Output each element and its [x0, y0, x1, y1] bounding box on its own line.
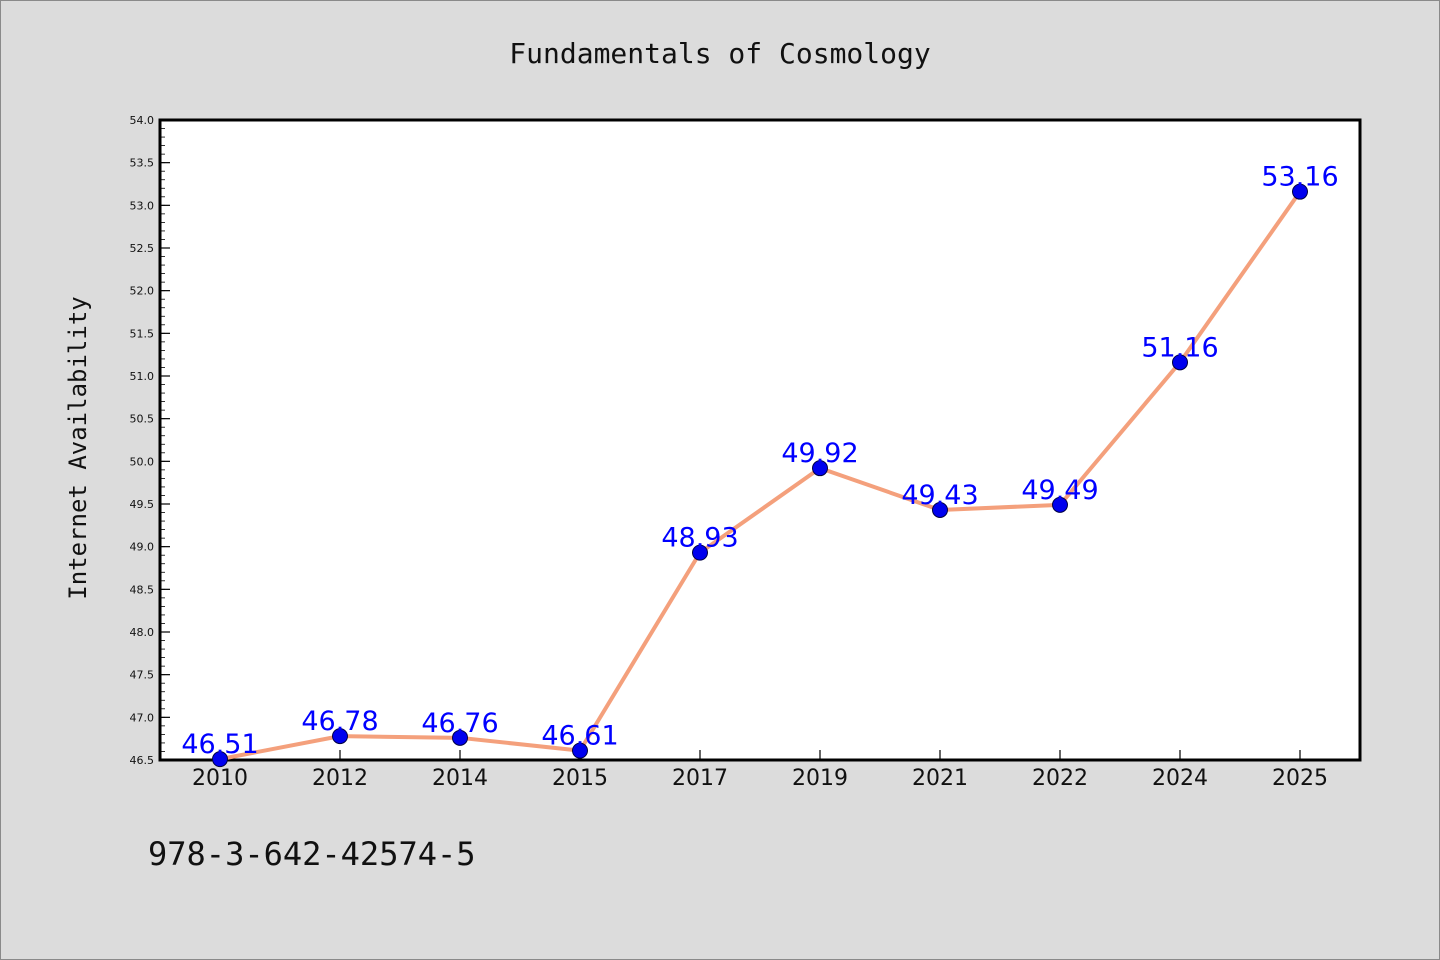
x-tick-label: 2010: [192, 766, 248, 791]
data-label: 51.16: [1141, 332, 1218, 363]
data-point: [572, 742, 588, 759]
y-tick-label: 47.0: [130, 711, 155, 724]
y-tick-label: 50.5: [130, 413, 155, 426]
data-label: 46.51: [181, 729, 258, 760]
x-tick-label: 2012: [312, 766, 368, 791]
x-tick-label: 2021: [912, 766, 968, 791]
data-point: [212, 751, 228, 768]
y-tick-label: 47.5: [130, 669, 155, 682]
data-point: [452, 729, 468, 746]
y-tick-label: 53.5: [130, 157, 155, 170]
x-axis: 2010 2012 2014 2015 2017 2019 2021 2022 2024 2025: [192, 750, 1328, 791]
y-tick-label: 49.0: [130, 541, 155, 554]
x-tick-label: 2024: [1152, 766, 1208, 791]
y-tick-label: 49.5: [130, 498, 155, 511]
y-tick-label: 51.5: [130, 327, 155, 340]
data-label: 53.16: [1261, 162, 1338, 193]
data-point: [692, 544, 708, 561]
data-point: [1292, 183, 1308, 200]
x-tick-label: 2019: [792, 766, 848, 791]
x-tick-label: 2017: [672, 766, 728, 791]
series-line: [212, 183, 1308, 768]
y-tick-label: 48.0: [130, 626, 155, 639]
y-axis: 46.5 47.0 47.5 48.0 48.5 49.0 49.5 50.0 50.5 51.0…: [130, 114, 170, 767]
data-label: 46.61: [541, 721, 618, 752]
data-point: [1052, 496, 1068, 513]
series-polyline: [219, 190, 1302, 762]
y-tick-label: 52.0: [130, 285, 155, 298]
chart-title: Fundamentals of Cosmology: [509, 37, 930, 70]
data-point: [1172, 354, 1188, 371]
data-point: [332, 728, 348, 745]
data-point: [932, 501, 948, 518]
data-label: 49.43: [901, 480, 978, 511]
data-label: 46.78: [301, 706, 378, 737]
y-tick-label: 46.5: [130, 754, 155, 767]
data-point: [812, 460, 828, 477]
y-tick-label: 51.0: [130, 370, 155, 383]
y-tick-label: 52.5: [130, 242, 155, 255]
x-tick-label: 2015: [552, 766, 608, 791]
y-axis-label: Internet Availability: [64, 296, 92, 599]
x-tick-label: 2025: [1272, 766, 1328, 791]
data-labels: 46.51 46.78 46.76 46.61 48.93 49.92 49.43 49.49…: [181, 162, 1338, 760]
y-tick-label: 48.5: [130, 583, 155, 596]
y-tick-label: 53.0: [130, 199, 155, 212]
y-tick-label: 50.0: [130, 455, 155, 468]
plot-area: [158, 118, 1362, 762]
x-tick-label: 2014: [432, 766, 488, 791]
data-label: 48.93: [661, 523, 738, 554]
data-label: 49.49: [1021, 475, 1098, 506]
data-label: 46.76: [421, 708, 498, 739]
isbn-footnote: 978-3-642-42574-5: [148, 835, 476, 873]
y-tick-label: 54.0: [130, 114, 155, 127]
x-tick-label: 2022: [1032, 766, 1088, 791]
data-label: 49.92: [781, 438, 858, 469]
